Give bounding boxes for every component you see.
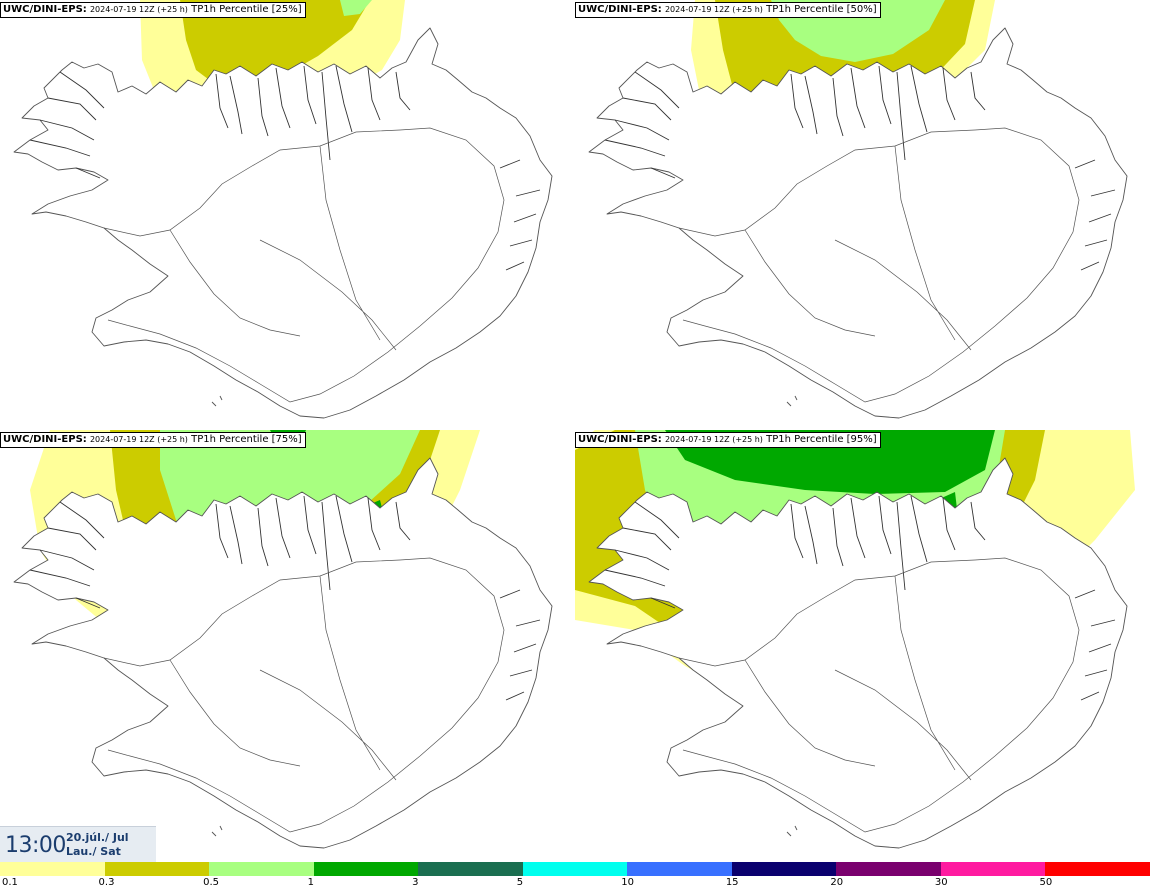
colorbar-segment <box>313 862 419 876</box>
field-name: TP1h Percentile [95%] <box>766 434 877 445</box>
field-name: TP1h Percentile [75%] <box>191 434 302 445</box>
run-time: 2024-07-19 12Z (+25 h) <box>89 5 188 14</box>
colorbar-tick-label: 50 <box>1039 877 1053 888</box>
field-name: TP1h Percentile [25%] <box>191 4 302 15</box>
colorbar-ticks: 0.1 0.3 0.5 1 3 5 10 15 20 30 50 <box>0 877 1150 891</box>
valid-time-box: 13:00 20.júl./ Jul Lau./ Sat <box>0 826 156 862</box>
precip-map-p75 <box>13 430 553 849</box>
colorbar-tick-label: 0.5 <box>203 877 219 888</box>
run-time: 2024-07-19 12Z (+25 h) <box>664 5 763 14</box>
panel-label-p75: UWC/DINI-EPS: 2024-07-19 12Z (+25 h) TP1… <box>0 432 306 448</box>
colorbar-tick-label: 10 <box>621 877 634 888</box>
colorbar-segment <box>209 862 314 876</box>
colorbar-legend <box>0 862 1150 876</box>
map-panel-p95: UWC/DINI-EPS: 2024-07-19 12Z (+25 h) TP1… <box>575 430 1150 860</box>
colorbar-segment <box>1045 862 1150 876</box>
colorbar-tick-label: 0.3 <box>98 877 115 888</box>
colorbar-tick-label: 0.1 <box>2 877 18 888</box>
colorbar-tick-label: 1 <box>307 877 314 888</box>
model-name: UWC/DINI-EPS <box>578 434 658 445</box>
colorbar-segment <box>627 862 732 876</box>
model-name: UWC/DINI-EPS <box>3 434 83 445</box>
precip-map-p50 <box>588 0 1128 419</box>
colorbar-segment <box>522 862 628 876</box>
model-name: UWC/DINI-EPS <box>578 4 658 15</box>
colorbar-tick-label: 20 <box>830 877 844 888</box>
precip-zone-0-5 <box>340 0 372 16</box>
map-panel-p50: UWC/DINI-EPS: 2024-07-19 12Z (+25 h) TP1… <box>575 0 1150 430</box>
colorbar-segment <box>0 862 105 876</box>
panel-label-p25: UWC/DINI-EPS: 2024-07-19 12Z (+25 h) TP1… <box>0 2 306 18</box>
colorbar-tick-label: 15 <box>725 877 739 888</box>
precip-map-p25 <box>13 0 553 419</box>
valid-date: 20.júl./ Jul Lau./ Sat <box>66 831 129 859</box>
precip-zone-0-3 <box>180 0 370 88</box>
colorbar-tick-label: 3 <box>412 877 419 888</box>
colorbar-tick-label: 5 <box>516 877 524 888</box>
panel-label-p50: UWC/DINI-EPS: 2024-07-19 12Z (+25 h) TP1… <box>575 2 881 18</box>
colorbar-segment <box>940 862 1046 876</box>
valid-date-line2: Lau./ Sat <box>66 845 121 858</box>
colorbar-segment <box>836 862 941 876</box>
field-name: TP1h Percentile [50%] <box>766 4 877 15</box>
colorbar-segment <box>418 862 523 876</box>
map-panel-p25: UWC/DINI-EPS: 2024-07-19 12Z (+25 h) TP1… <box>0 0 575 430</box>
valid-time: 13:00 <box>5 833 66 858</box>
colorbar-segment <box>104 862 210 876</box>
map-panel-p75: UWC/DINI-EPS: 2024-07-19 12Z (+25 h) TP1… <box>0 430 575 860</box>
run-time: 2024-07-19 12Z (+25 h) <box>664 435 763 444</box>
precip-map-p95 <box>575 430 1135 849</box>
colorbar-segment <box>731 862 837 876</box>
panel-label-p95: UWC/DINI-EPS: 2024-07-19 12Z (+25 h) TP1… <box>575 432 881 448</box>
run-time: 2024-07-19 12Z (+25 h) <box>89 435 188 444</box>
colorbar-tick-label: 30 <box>934 877 948 888</box>
valid-date-line1: 20.júl./ Jul <box>66 831 129 844</box>
model-name: UWC/DINI-EPS <box>3 4 83 15</box>
